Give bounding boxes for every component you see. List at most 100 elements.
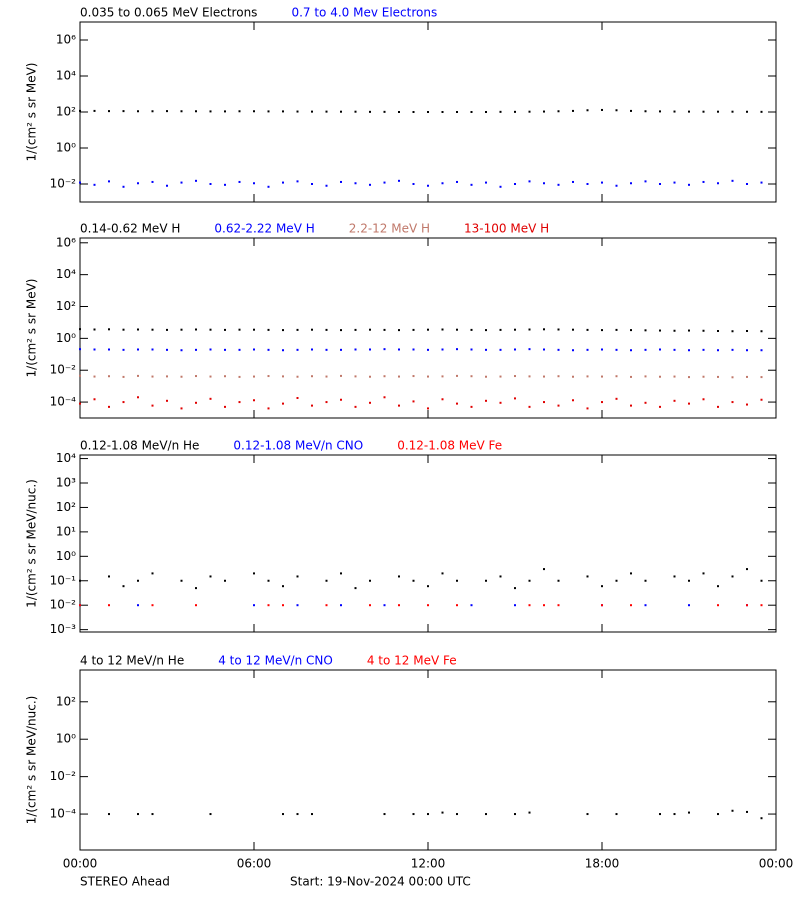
legend-entry: 4 to 12 MeV/n CNO xyxy=(218,654,333,668)
data-point xyxy=(108,604,110,607)
data-point xyxy=(557,579,560,582)
data-point xyxy=(514,813,516,816)
data-point xyxy=(238,328,241,331)
data-point xyxy=(615,813,618,816)
data-point xyxy=(441,348,444,351)
data-point xyxy=(528,811,531,814)
data-point xyxy=(267,328,270,331)
data-point xyxy=(340,374,342,377)
data-point xyxy=(543,348,545,351)
data-point xyxy=(499,575,502,578)
data-point xyxy=(456,328,458,331)
x-tick-label: 12:00 xyxy=(411,857,446,871)
data-point xyxy=(369,348,371,351)
data-point xyxy=(427,348,429,351)
data-point xyxy=(398,604,400,607)
data-point xyxy=(441,328,444,331)
y-tick-label: 10⁻² xyxy=(50,177,77,191)
data-point xyxy=(586,109,589,112)
data-point xyxy=(311,183,313,185)
data-point xyxy=(760,579,763,582)
data-point xyxy=(398,111,400,113)
data-point xyxy=(195,348,197,351)
data-point xyxy=(601,348,603,351)
data-point xyxy=(528,110,531,113)
data-point xyxy=(557,604,560,607)
data-point xyxy=(673,348,676,351)
data-point xyxy=(79,181,81,184)
data-point xyxy=(499,401,502,404)
data-point xyxy=(485,399,487,402)
data-point xyxy=(93,109,96,112)
data-point xyxy=(267,110,270,113)
data-point xyxy=(441,375,444,378)
data-point xyxy=(296,397,299,400)
data-point xyxy=(528,180,531,183)
y-tick-label: 10⁰ xyxy=(56,331,76,345)
data-point xyxy=(601,108,603,111)
data-point xyxy=(688,349,690,352)
data-point xyxy=(630,109,632,112)
data-point xyxy=(311,328,313,331)
y-tick-label: 10⁻⁴ xyxy=(50,395,77,409)
data-point xyxy=(572,180,574,183)
data-point xyxy=(79,604,81,607)
data-point xyxy=(296,575,299,578)
data-point xyxy=(630,572,632,575)
data-point xyxy=(383,110,386,113)
data-point xyxy=(354,405,357,408)
data-point xyxy=(514,183,516,185)
y-tick-label: 10² xyxy=(56,694,76,708)
data-point xyxy=(195,328,197,331)
data-point xyxy=(340,572,342,575)
data-point xyxy=(253,182,255,185)
data-point xyxy=(485,181,487,184)
data-point xyxy=(601,604,603,607)
y-tick-label: 10² xyxy=(56,500,76,514)
data-point xyxy=(514,587,516,590)
x-tick-label: 00:00 xyxy=(759,857,794,871)
data-point xyxy=(195,375,197,378)
data-point xyxy=(528,405,531,408)
data-point xyxy=(485,579,487,582)
y-tick-label: 10³ xyxy=(56,476,76,490)
data-point xyxy=(601,329,603,332)
data-point xyxy=(499,328,502,331)
data-point xyxy=(224,405,226,408)
data-point xyxy=(746,810,748,813)
data-point xyxy=(572,399,574,402)
data-point xyxy=(760,817,763,820)
data-point xyxy=(528,328,531,331)
y-tick-label: 10⁶ xyxy=(56,33,76,47)
data-point xyxy=(557,404,560,407)
data-point xyxy=(470,604,473,607)
footer-left: STEREO Ahead xyxy=(80,875,170,889)
data-point xyxy=(325,579,328,582)
data-point xyxy=(398,348,400,351)
data-point xyxy=(485,375,487,378)
data-point xyxy=(412,328,415,331)
data-point xyxy=(209,813,212,816)
data-point xyxy=(644,329,647,332)
data-point xyxy=(325,328,328,331)
data-point xyxy=(456,813,458,816)
data-point xyxy=(644,401,647,404)
data-point xyxy=(543,182,545,185)
data-point xyxy=(122,401,125,404)
data-point xyxy=(456,374,458,377)
data-point xyxy=(615,348,618,351)
data-point xyxy=(441,811,444,814)
data-point xyxy=(209,575,212,578)
data-point xyxy=(296,348,299,351)
data-point xyxy=(108,180,110,183)
data-point xyxy=(427,813,429,816)
data-point xyxy=(717,585,719,588)
data-point xyxy=(673,329,676,332)
data-point xyxy=(717,182,719,185)
data-point xyxy=(630,349,632,352)
data-point xyxy=(586,575,589,578)
legend-entry: 0.62-2.22 MeV H xyxy=(214,222,314,236)
legend-entry: 0.12-1.08 MeV Fe xyxy=(397,439,502,453)
data-point xyxy=(630,404,632,407)
data-point xyxy=(673,575,676,578)
